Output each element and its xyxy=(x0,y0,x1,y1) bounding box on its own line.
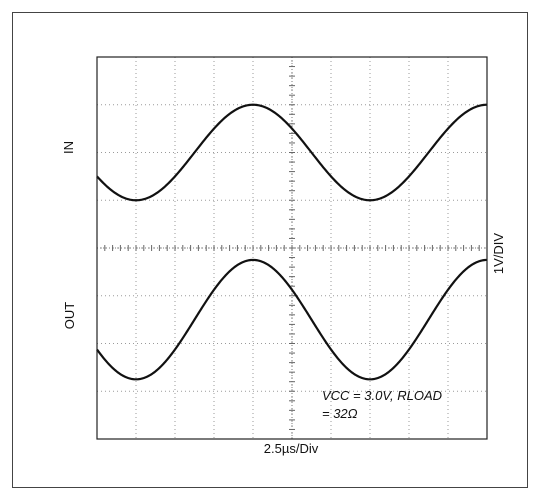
y-scale-label: 1V/DIV xyxy=(491,232,507,275)
plot-border xyxy=(96,56,488,440)
annotation-line-1: VCC = 3.0V, RLOAD xyxy=(322,388,443,403)
channel-label-out: OUT xyxy=(62,301,78,330)
x-scale-label: 2.5µs/Div xyxy=(263,441,319,456)
channel-label-in: IN xyxy=(61,141,76,154)
trace-in xyxy=(96,103,488,202)
trace-out xyxy=(96,258,488,381)
grid xyxy=(96,56,488,440)
conditions-annotation: VCC = 3.0V, RLOAD = 32Ω xyxy=(322,387,442,423)
annotation-line-2: = 32Ω xyxy=(322,406,358,421)
figure-frame xyxy=(12,12,528,488)
traces xyxy=(96,103,488,381)
